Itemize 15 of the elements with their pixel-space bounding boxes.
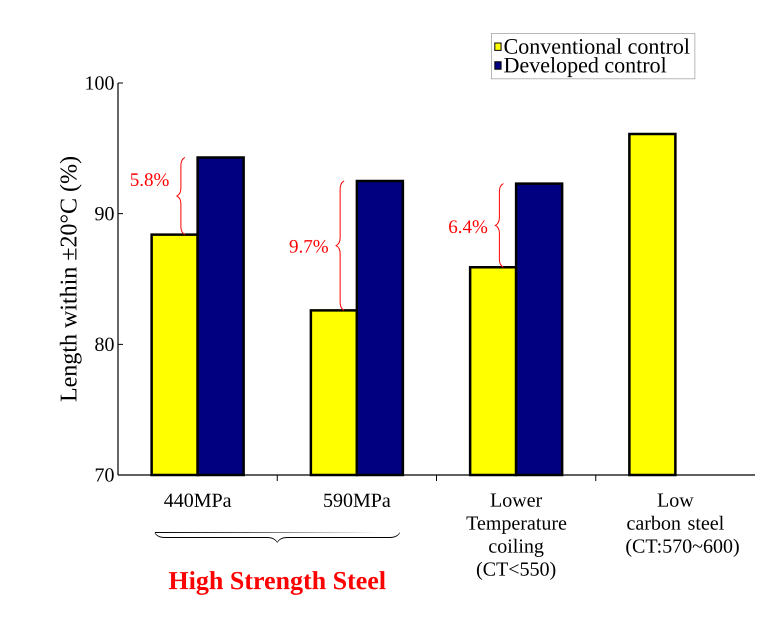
x-tick-label: Lower Temperature coiling (CT<550) (466, 494, 566, 580)
annotation: 6.4% (449, 220, 488, 234)
y-tick-label: 100 (86, 76, 114, 90)
y-tick-label: 90 (95, 206, 114, 220)
legend-label: Conventional control (504, 38, 690, 54)
y-axis-title: Length within ±20°C (%) (60, 157, 82, 402)
y-tick-label: 70 (96, 468, 114, 482)
x-tick-label: Low carbon steel (CT:570~600) (626, 494, 739, 557)
text: High Strength Steel (168, 571, 386, 595)
x-tick-label: 590MPa (324, 494, 390, 508)
x-tick-label: 440MPa (164, 494, 232, 508)
y-tick-label: 80 (95, 338, 114, 352)
legend-label: Developed control (504, 57, 666, 78)
annotation: 9.7% (290, 240, 328, 253)
annotation: 5.8% (130, 173, 169, 186)
